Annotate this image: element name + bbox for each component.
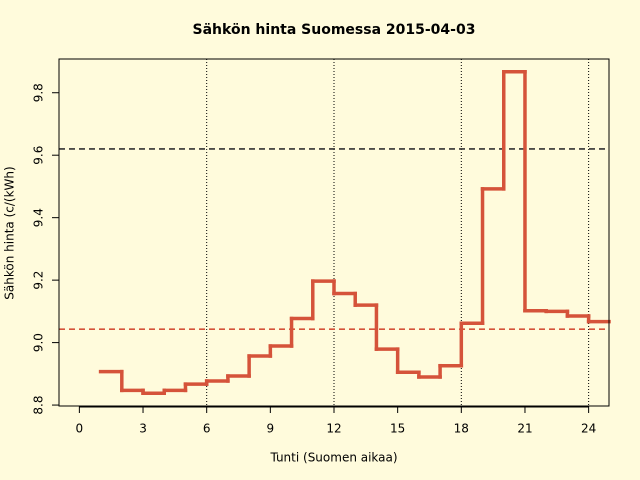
x-tick-label: 15 xyxy=(390,422,405,436)
x-axis-label: Tunti (Suomen aikaa) xyxy=(269,451,397,465)
x-tick-label: 12 xyxy=(326,422,341,436)
x-tick-label: 3 xyxy=(139,422,147,436)
x-tick-label: 0 xyxy=(76,422,84,436)
y-tick-label: 9.0 xyxy=(32,333,46,352)
y-tick-label: 9.6 xyxy=(32,146,46,165)
x-tick-label: 24 xyxy=(581,422,596,436)
chart-title: Sähkön hinta Suomessa 2015-04-03 xyxy=(193,22,476,38)
y-tick-label: 9.4 xyxy=(32,208,46,227)
y-axis-label: Sähkön hinta (c/(kWh) xyxy=(3,166,17,299)
y-tick-label: 9.2 xyxy=(32,271,46,290)
x-tick-label: 6 xyxy=(203,422,211,436)
x-tick-label: 21 xyxy=(517,422,532,436)
plot-frame xyxy=(58,58,610,407)
x-tick-label: 18 xyxy=(454,422,469,436)
y-tick-label: 8.8 xyxy=(32,396,46,415)
y-tick-label: 9.8 xyxy=(32,83,46,102)
x-tick-label: 9 xyxy=(267,422,275,436)
